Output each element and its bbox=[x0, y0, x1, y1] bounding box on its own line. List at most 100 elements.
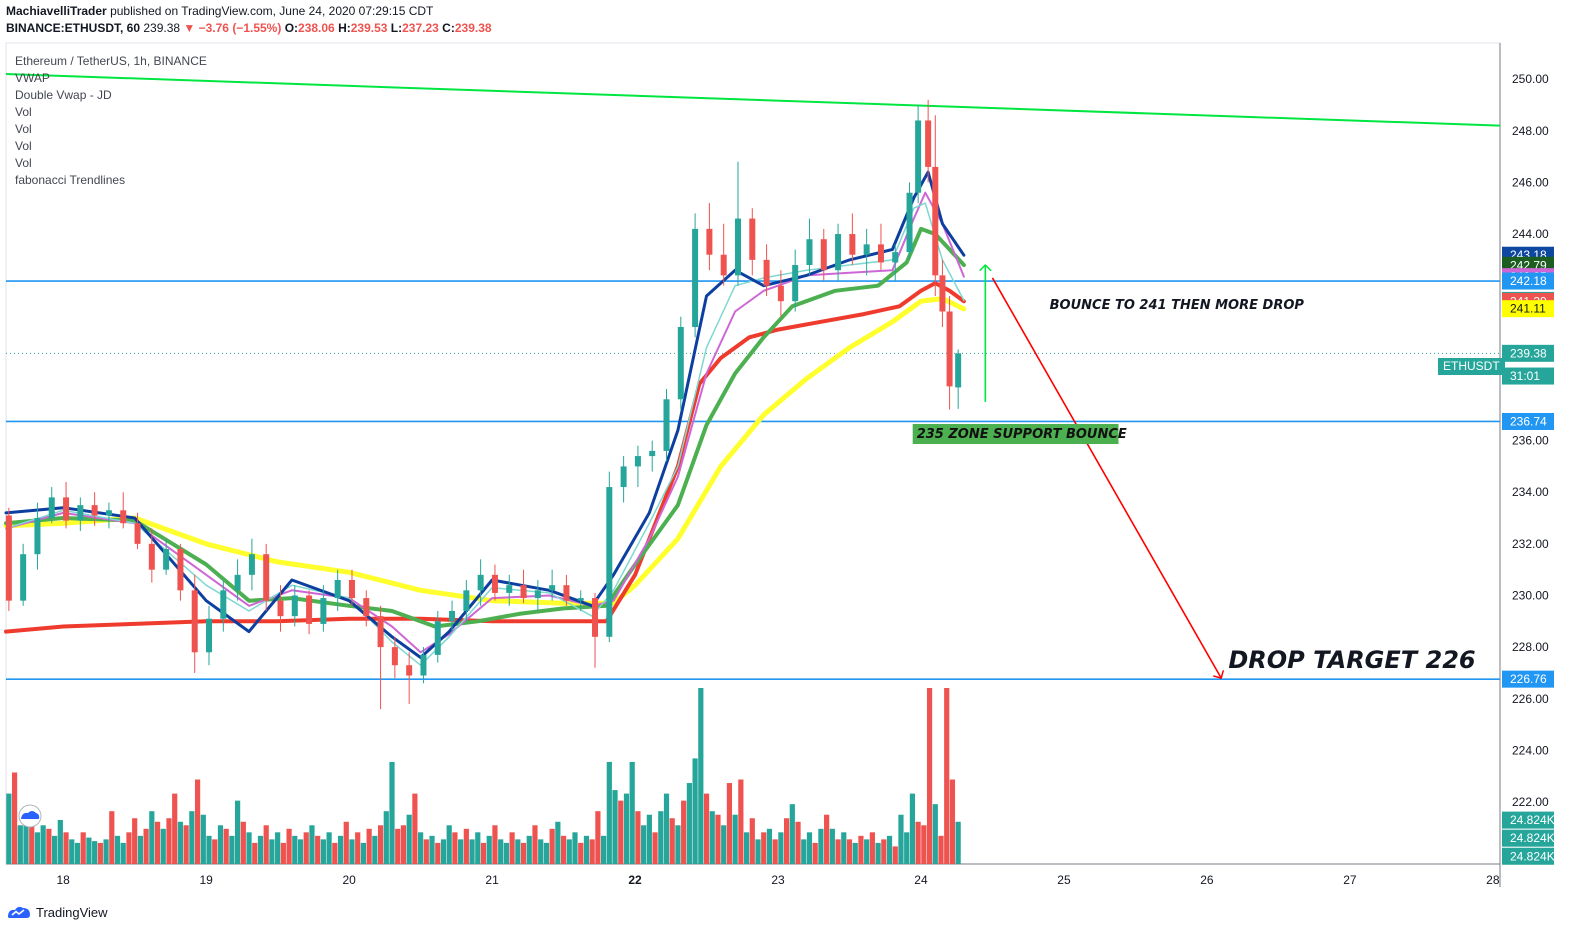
price-tick-label: 246.00 bbox=[1512, 175, 1549, 189]
volume-bar bbox=[841, 832, 847, 864]
volume-bar bbox=[932, 804, 938, 864]
legend-item[interactable]: Vol bbox=[15, 122, 32, 136]
time-tick-label: 18 bbox=[57, 873, 71, 887]
volume-bar bbox=[137, 835, 143, 864]
candle-body bbox=[163, 549, 170, 570]
volume-bar bbox=[898, 814, 904, 864]
candle-body bbox=[849, 234, 856, 255]
volume-bar bbox=[520, 842, 527, 864]
candle-body bbox=[906, 192, 913, 253]
footer-brand[interactable]: TradingView bbox=[6, 904, 108, 920]
volume-bar bbox=[480, 842, 487, 864]
volume-bar bbox=[658, 811, 664, 864]
publisher-name[interactable]: MachiavelliTrader bbox=[6, 4, 107, 18]
candle-body bbox=[649, 450, 656, 457]
volume-bar bbox=[509, 832, 515, 864]
volume-bar bbox=[332, 842, 338, 864]
volume-bar bbox=[921, 825, 927, 864]
price-axis-badge bbox=[1502, 670, 1554, 688]
volume-bar bbox=[669, 818, 675, 864]
candle-body bbox=[720, 254, 727, 276]
volume-bar bbox=[789, 804, 795, 864]
candle-body bbox=[406, 665, 413, 676]
legend-item[interactable]: Double Vwap - JD bbox=[15, 88, 112, 102]
volume-bar bbox=[372, 835, 378, 864]
candle-body bbox=[320, 598, 327, 624]
candle-body bbox=[248, 554, 255, 575]
candle-body bbox=[534, 590, 541, 599]
plot-frame bbox=[5, 42, 1501, 865]
volume-bar bbox=[623, 793, 630, 864]
volume-bar bbox=[29, 818, 35, 864]
legend-item[interactable]: Ethereum / TetherUS, 1h, BINANCE bbox=[15, 54, 207, 68]
volume-bar bbox=[732, 814, 738, 864]
legend-item[interactable]: VWAP bbox=[15, 71, 50, 85]
candle-body bbox=[692, 228, 699, 327]
volume-bar bbox=[34, 832, 41, 864]
volume-bar bbox=[721, 825, 727, 864]
close-value: 239.38 bbox=[454, 21, 492, 35]
volume-bar bbox=[578, 842, 584, 864]
volume-bar bbox=[240, 821, 246, 864]
volume-bar bbox=[749, 818, 755, 864]
volume-bar bbox=[92, 841, 98, 864]
volume-bar bbox=[132, 818, 138, 864]
candle-body bbox=[606, 487, 613, 637]
volume-bar bbox=[492, 825, 498, 864]
candle-body bbox=[506, 585, 513, 593]
candle-body bbox=[263, 554, 270, 601]
volume-bar bbox=[652, 832, 658, 864]
volume-bar bbox=[154, 821, 161, 864]
annotation-text: DROP TARGET 226 bbox=[1228, 646, 1475, 674]
candle-body bbox=[915, 120, 922, 193]
candle-body bbox=[955, 353, 962, 388]
volume-bar bbox=[955, 821, 961, 864]
time-tick-label: 27 bbox=[1343, 873, 1357, 887]
price-tick-label: 230.00 bbox=[1512, 588, 1549, 602]
candle-body bbox=[134, 523, 141, 544]
symbol-price-tag: ETHUSDT bbox=[1438, 358, 1505, 375]
candle-body bbox=[863, 244, 870, 255]
volume-bar bbox=[549, 828, 555, 864]
candle-body bbox=[277, 600, 284, 617]
volume-bar bbox=[252, 842, 258, 864]
candle-body bbox=[792, 265, 799, 302]
volume-bar bbox=[475, 832, 481, 864]
volume-bar bbox=[589, 839, 595, 864]
volume-bar bbox=[829, 828, 835, 864]
price-change: ▼ −3.76 (−1.55%) bbox=[183, 21, 282, 35]
legend-item[interactable]: fabonacci Trendlines bbox=[15, 173, 126, 187]
volume-bar bbox=[286, 828, 292, 864]
price-tick-label: 250.00 bbox=[1512, 72, 1549, 86]
legend-item[interactable]: Vol bbox=[15, 139, 32, 153]
candle-body bbox=[592, 598, 599, 637]
volume-bar bbox=[681, 800, 687, 864]
time-tick-label: 26 bbox=[1200, 873, 1214, 887]
price-tick-label: 248.00 bbox=[1512, 124, 1549, 138]
price-tick-label: 228.00 bbox=[1512, 640, 1549, 654]
price-tick-label: 232.00 bbox=[1512, 537, 1549, 551]
candle-body bbox=[706, 228, 713, 255]
candle-body bbox=[334, 580, 341, 599]
time-tick-label: 19 bbox=[199, 873, 213, 887]
legend-item[interactable]: Vol bbox=[15, 105, 32, 119]
volume-bar bbox=[641, 825, 647, 864]
volume-bar bbox=[166, 818, 172, 864]
candle-body bbox=[391, 647, 398, 666]
candle-body bbox=[577, 598, 584, 601]
volume-bar bbox=[275, 832, 281, 864]
candle-body bbox=[291, 595, 298, 617]
candle-body bbox=[148, 543, 155, 570]
volume-bar bbox=[595, 811, 601, 864]
volume-bar bbox=[555, 821, 561, 864]
volume-bar bbox=[263, 825, 269, 864]
publish-date: published on TradingView.com, June 24, 2… bbox=[110, 4, 434, 18]
volume-bar bbox=[738, 779, 744, 864]
symbol-name[interactable]: BINANCE:ETHUSDT, 60 bbox=[6, 21, 141, 35]
volume-bar bbox=[486, 835, 492, 864]
legend-item[interactable]: Vol bbox=[15, 156, 32, 170]
price-axis-badge-label: 239.38 bbox=[1510, 346, 1547, 360]
volume-bar bbox=[675, 825, 681, 864]
close-label: C: bbox=[442, 21, 455, 35]
